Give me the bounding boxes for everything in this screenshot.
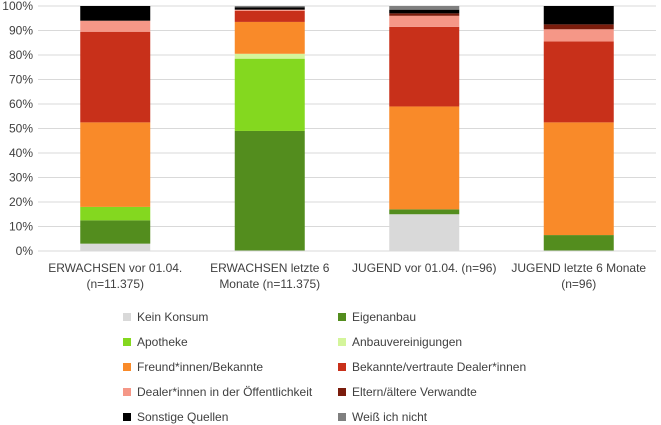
bar-segment (80, 6, 151, 21)
legend-item: Kein Konsum (123, 310, 208, 324)
legend: Kein Konsum Eigenanbau Apotheke Anbauverein… (123, 310, 526, 424)
legend-item: Dealer*innen in der Öffentlichkeit (123, 385, 313, 399)
legend-label: Anbauvereinigungen (352, 335, 462, 349)
bar-stack (80, 6, 151, 251)
bar-segment (80, 31, 151, 123)
x-category-label: JUGEND letzte 6 Monate (n=96) (511, 261, 646, 291)
bar-segment (543, 235, 614, 251)
legend-item: Weiß ich nicht (338, 410, 428, 424)
bar-segment (234, 58, 305, 131)
y-tick-label: 100% (2, 0, 33, 13)
bar-segment (234, 7, 305, 10)
legend-item: Bekannte/vertraute Dealer*innen (338, 360, 526, 374)
y-axis-tick-labels: 0% 10% 20% 30% 40% 50% 60% 70% 80% 90% 100% (2, 0, 33, 258)
legend-label: Sonstige Quellen (137, 410, 228, 424)
bar-segment (543, 6, 614, 25)
y-tick-label: 50% (9, 122, 33, 136)
legend-item: Sonstige Quellen (123, 410, 228, 424)
legend-swatch (123, 338, 131, 346)
y-tick-label: 20% (9, 195, 33, 209)
legend-swatch (123, 413, 131, 421)
bar-stack (389, 6, 460, 251)
bar-segment (389, 214, 460, 251)
legend-label: Bekannte/vertraute Dealer*innen (352, 360, 526, 374)
bar-segment (543, 24, 614, 30)
legend-swatch (123, 388, 131, 396)
bar-segment (543, 29, 614, 42)
bar-segment (389, 13, 460, 16)
bar-stack (234, 6, 305, 251)
x-category-label: JUGEND vor 01.04. (n=96) (352, 261, 496, 275)
legend-label: Dealer*innen in der Öffentlichkeit (137, 385, 313, 399)
bar-segment (234, 10, 305, 22)
bar-segment (80, 122, 151, 207)
bar-segment (80, 206, 151, 221)
y-tick-label: 70% (9, 73, 33, 87)
legend-swatch (338, 363, 346, 371)
legend-swatch (338, 338, 346, 346)
x-category-label: ERWACHSEN vor 01.04. (n=11.375) (48, 261, 182, 291)
legend-item: Eigenanbau (338, 310, 416, 324)
bar-segment (389, 209, 460, 215)
bar-segment (80, 220, 151, 244)
bar-segment (234, 21, 305, 54)
y-tick-label: 80% (9, 48, 33, 62)
bar-segment (389, 15, 460, 27)
legend-item: Anbauvereinigungen (338, 335, 462, 349)
legend-label: Eltern/ältere Verwandte (352, 385, 477, 399)
bar-segment (389, 6, 460, 10)
legend-item: Freund*innen/Bekannte (123, 360, 263, 374)
y-tick-label: 90% (9, 24, 33, 38)
legend-label: Eigenanbau (352, 310, 416, 324)
legend-swatch (123, 363, 131, 371)
x-category-label: ERWACHSEN letzte 6 Monate (n=11.375) (210, 261, 330, 291)
bar-segment (389, 26, 460, 107)
y-tick-label: 40% (9, 146, 33, 160)
bar-segment (234, 9, 305, 11)
legend-item: Apotheke (123, 335, 188, 349)
legend-swatch (338, 388, 346, 396)
x-axis-category-labels: ERWACHSEN vor 01.04. (n=11.375) ERWACHSEN … (48, 261, 646, 291)
y-tick-label: 60% (9, 97, 33, 111)
legend-swatch (338, 313, 346, 321)
bar-segment (234, 130, 305, 251)
bar-segment (543, 41, 614, 123)
legend-label: Kein Konsum (137, 310, 208, 324)
legend-label: Weiß ich nicht (352, 410, 428, 424)
bar-segment (543, 122, 614, 236)
bar-segment (389, 106, 460, 210)
bar-segment (389, 9, 460, 14)
bar-segment (80, 20, 151, 32)
bar-segment (234, 53, 305, 59)
legend-item: Eltern/ältere Verwandte (338, 385, 477, 399)
legend-swatch (338, 413, 346, 421)
bar-stack (543, 6, 614, 251)
bar-segment (234, 6, 305, 8)
legend-label: Apotheke (137, 335, 188, 349)
legend-label: Freund*innen/Bekannte (137, 360, 263, 374)
y-tick-label: 30% (9, 171, 33, 185)
y-tick-label: 0% (16, 244, 34, 258)
bar-segment (80, 243, 151, 251)
legend-swatch (123, 313, 131, 321)
y-tick-label: 10% (9, 220, 33, 234)
bars (80, 6, 614, 251)
